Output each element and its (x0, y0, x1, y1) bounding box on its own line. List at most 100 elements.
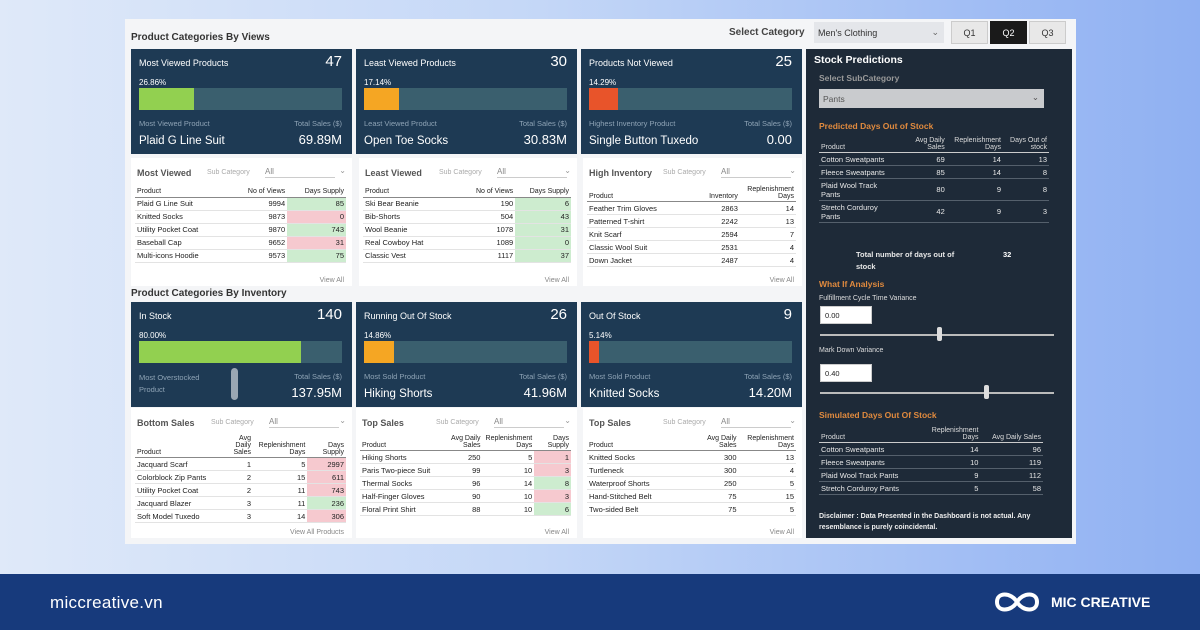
table-row[interactable]: Knitted Socks 300 13 (587, 450, 796, 464)
table-row[interactable]: Classic Vest 1117 37 (363, 249, 571, 263)
view-all-link[interactable]: View All (769, 277, 794, 284)
table-row[interactable]: Turtleneck 300 4 (587, 463, 796, 477)
table-cell: Paris Two-piece Suit (360, 463, 442, 477)
table-row[interactable]: Cotton Sweatpants 69 14 13 (819, 152, 1049, 166)
markdown-slider-track[interactable] (820, 392, 1054, 394)
table-cell: 88 (441, 502, 483, 516)
view-all-link[interactable]: View All Products (290, 529, 344, 536)
card-title: Products Not Viewed (589, 58, 673, 68)
view-all-link[interactable]: View All (544, 277, 569, 284)
table-cell: 3 (534, 463, 571, 477)
table-cell: 1078 (459, 223, 516, 237)
table-cell: 0 (287, 210, 346, 224)
table-row[interactable]: Multi-icons Hoodie 9573 75 (135, 249, 346, 263)
view-all-link[interactable]: View All (319, 277, 344, 284)
table-cell: 9870 (231, 223, 288, 237)
table-row[interactable]: Ski Bear Beanie 190 6 (363, 197, 571, 211)
table-row[interactable]: Feather Trim Gloves 2863 14 (587, 201, 796, 215)
quarter-q3[interactable]: Q3 (1029, 21, 1066, 44)
table-cell: 611 (307, 470, 346, 484)
scroll-handle[interactable] (231, 368, 238, 400)
table-row[interactable]: Plaid Wool Track Pants 80 9 8 (819, 178, 1049, 201)
table-row[interactable]: Waterproof Shorts 250 5 (587, 476, 796, 490)
sub-category-select[interactable]: All (494, 417, 564, 428)
sub-category-select[interactable]: All (721, 417, 791, 428)
table-row[interactable]: Plaid Wool Track Pants 9 112 (819, 468, 1043, 482)
view-all-link[interactable]: View All (544, 529, 569, 536)
table-row[interactable]: Patterned T-shirt 2242 13 (587, 214, 796, 228)
column-header: Days Supply (287, 184, 346, 198)
category-dropdown[interactable]: Men's Clothing ⌄ (814, 22, 944, 43)
table-cell: Classic Wool Suit (587, 240, 684, 254)
card-sub-right: Total Sales ($) (294, 372, 342, 381)
card-count: 26 (550, 306, 567, 323)
quarter-q2[interactable]: Q2 (990, 21, 1027, 44)
subcategory-dropdown[interactable]: Pants ⌄ (819, 89, 1044, 108)
stock-predictions-panel: Stock Predictions Select SubCategory Pan… (806, 49, 1072, 538)
sub-category-label: Sub Category (436, 419, 479, 426)
sub-category-select[interactable]: All (497, 167, 567, 178)
table-row[interactable]: Jacquard Scarf 1 5 2997 (135, 457, 346, 471)
sub-category-select[interactable]: All (265, 167, 335, 178)
table-row[interactable]: Knit Scarf 2594 7 (587, 227, 796, 241)
table-cell: 37 (515, 249, 571, 263)
disclaimer: Disclaimer : Data Presented in the Dashb… (819, 513, 1031, 531)
table-row[interactable]: Cotton Sweatpants 14 96 (819, 442, 1043, 456)
table-cell: Plaid G Line Suit (135, 197, 232, 211)
card-title: Most Viewed Products (139, 58, 229, 68)
site-link[interactable]: miccreative.vn (50, 593, 163, 612)
table-cell: 69 (895, 152, 947, 166)
table-cell: 2 (220, 483, 253, 497)
table-row[interactable]: Fleece Sweatpants 85 14 8 (819, 165, 1049, 179)
data-table: Product Avg Daily Sales Replenishment Days… (360, 433, 571, 516)
table-row[interactable]: Half-Finger Gloves 90 10 3 (360, 489, 571, 503)
table-row[interactable]: Utility Pocket Coat 2 11 743 (135, 483, 346, 497)
table-row[interactable]: Knitted Socks 9873 0 (135, 210, 346, 224)
table-cell: 80 (895, 178, 947, 201)
card-sub-right: Total Sales ($) (744, 372, 792, 381)
table-row[interactable]: Floral Print Shirt 88 10 6 (360, 502, 571, 516)
table-row[interactable]: Hand-Stitched Belt 75 15 (587, 489, 796, 503)
card-sub-right: Total Sales ($) (294, 119, 342, 128)
fulfillment-input[interactable]: 0.00 (820, 306, 872, 324)
table-row[interactable]: Hiking Shorts 250 5 1 (360, 450, 571, 464)
table-row[interactable]: Thermal Socks 96 14 8 (360, 476, 571, 490)
card-count: 47 (325, 53, 342, 70)
table-row[interactable]: Stretch Corduroy Pants 5 58 (819, 481, 1043, 495)
table-cell: 13 (738, 450, 796, 464)
table-cell: Soft Model Tuxedo (135, 509, 221, 523)
markdown-input[interactable]: 0.40 (820, 364, 872, 382)
fulfillment-slider-thumb[interactable] (937, 327, 942, 341)
table-row[interactable]: Down Jacket 2487 4 (587, 253, 796, 267)
table-row[interactable]: Paris Two-piece Suit 99 10 3 (360, 463, 571, 477)
table-row[interactable]: Real Cowboy Hat 1089 0 (363, 236, 571, 250)
table-row[interactable]: Classic Wool Suit 2531 4 (587, 240, 796, 254)
table-row[interactable]: Baseball Cap 9652 31 (135, 236, 346, 250)
table-cell: 1089 (459, 236, 516, 250)
table-row[interactable]: Utility Pocket Coat 9870 743 (135, 223, 346, 237)
markdown-slider-thumb[interactable] (983, 385, 989, 399)
table-row[interactable]: Soft Model Tuxedo 3 14 306 (135, 509, 346, 523)
table-row[interactable]: Wool Beanie 1078 31 (363, 223, 571, 237)
column-header: Avg Daily Sales (895, 135, 947, 153)
quarter-q1[interactable]: Q1 (951, 21, 988, 44)
table-row[interactable]: Bib-Shorts 504 43 (363, 210, 571, 224)
table-least-viewed: Least Viewed Sub Category All ⌄ Product No of… (359, 158, 577, 286)
table-row[interactable]: Stretch Corduroy Pants 42 9 3 (819, 200, 1049, 223)
table-row[interactable]: Jacquard Blazer 3 11 236 (135, 496, 346, 510)
table-cell: 6 (515, 197, 571, 211)
card-percent: 14.86% (364, 331, 392, 340)
table-row[interactable]: Two-sided Belt 75 5 (587, 502, 796, 516)
card-in-stock: In Stock 140 80.00% Most Overstocked Produc… (131, 302, 352, 407)
table-row[interactable]: Colorblock Zip Pants 2 15 611 (135, 470, 346, 484)
select-category-label: Select Category (729, 27, 805, 38)
column-header: Replenishment Days (482, 433, 535, 451)
table-cell: 13 (1002, 152, 1049, 166)
view-all-link[interactable]: View All (769, 529, 794, 536)
table-row[interactable]: Fleece Sweatpants 10 119 (819, 455, 1043, 469)
card-title: In Stock (139, 311, 172, 321)
table-row[interactable]: Plaid G Line Suit 9994 85 (135, 197, 346, 211)
sub-category-select[interactable]: All (269, 417, 339, 428)
sub-category-select[interactable]: All (721, 167, 791, 178)
views-section-title: Product Categories By Views (131, 32, 270, 43)
